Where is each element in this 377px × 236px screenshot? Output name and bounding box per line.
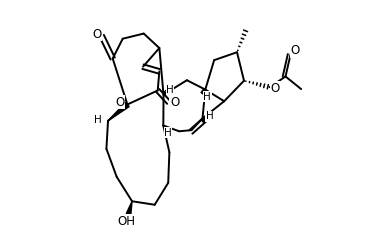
Text: O: O — [115, 96, 124, 109]
Polygon shape — [126, 201, 132, 215]
Polygon shape — [108, 102, 129, 121]
Text: O: O — [170, 96, 179, 109]
Text: H: H — [166, 84, 174, 95]
Text: H: H — [164, 128, 172, 138]
Text: OH: OH — [117, 215, 135, 228]
Text: O: O — [92, 28, 101, 41]
Text: O: O — [290, 44, 299, 57]
Text: H: H — [205, 111, 213, 121]
Text: H: H — [203, 92, 211, 101]
Text: H: H — [94, 115, 102, 125]
Text: O: O — [270, 82, 279, 95]
